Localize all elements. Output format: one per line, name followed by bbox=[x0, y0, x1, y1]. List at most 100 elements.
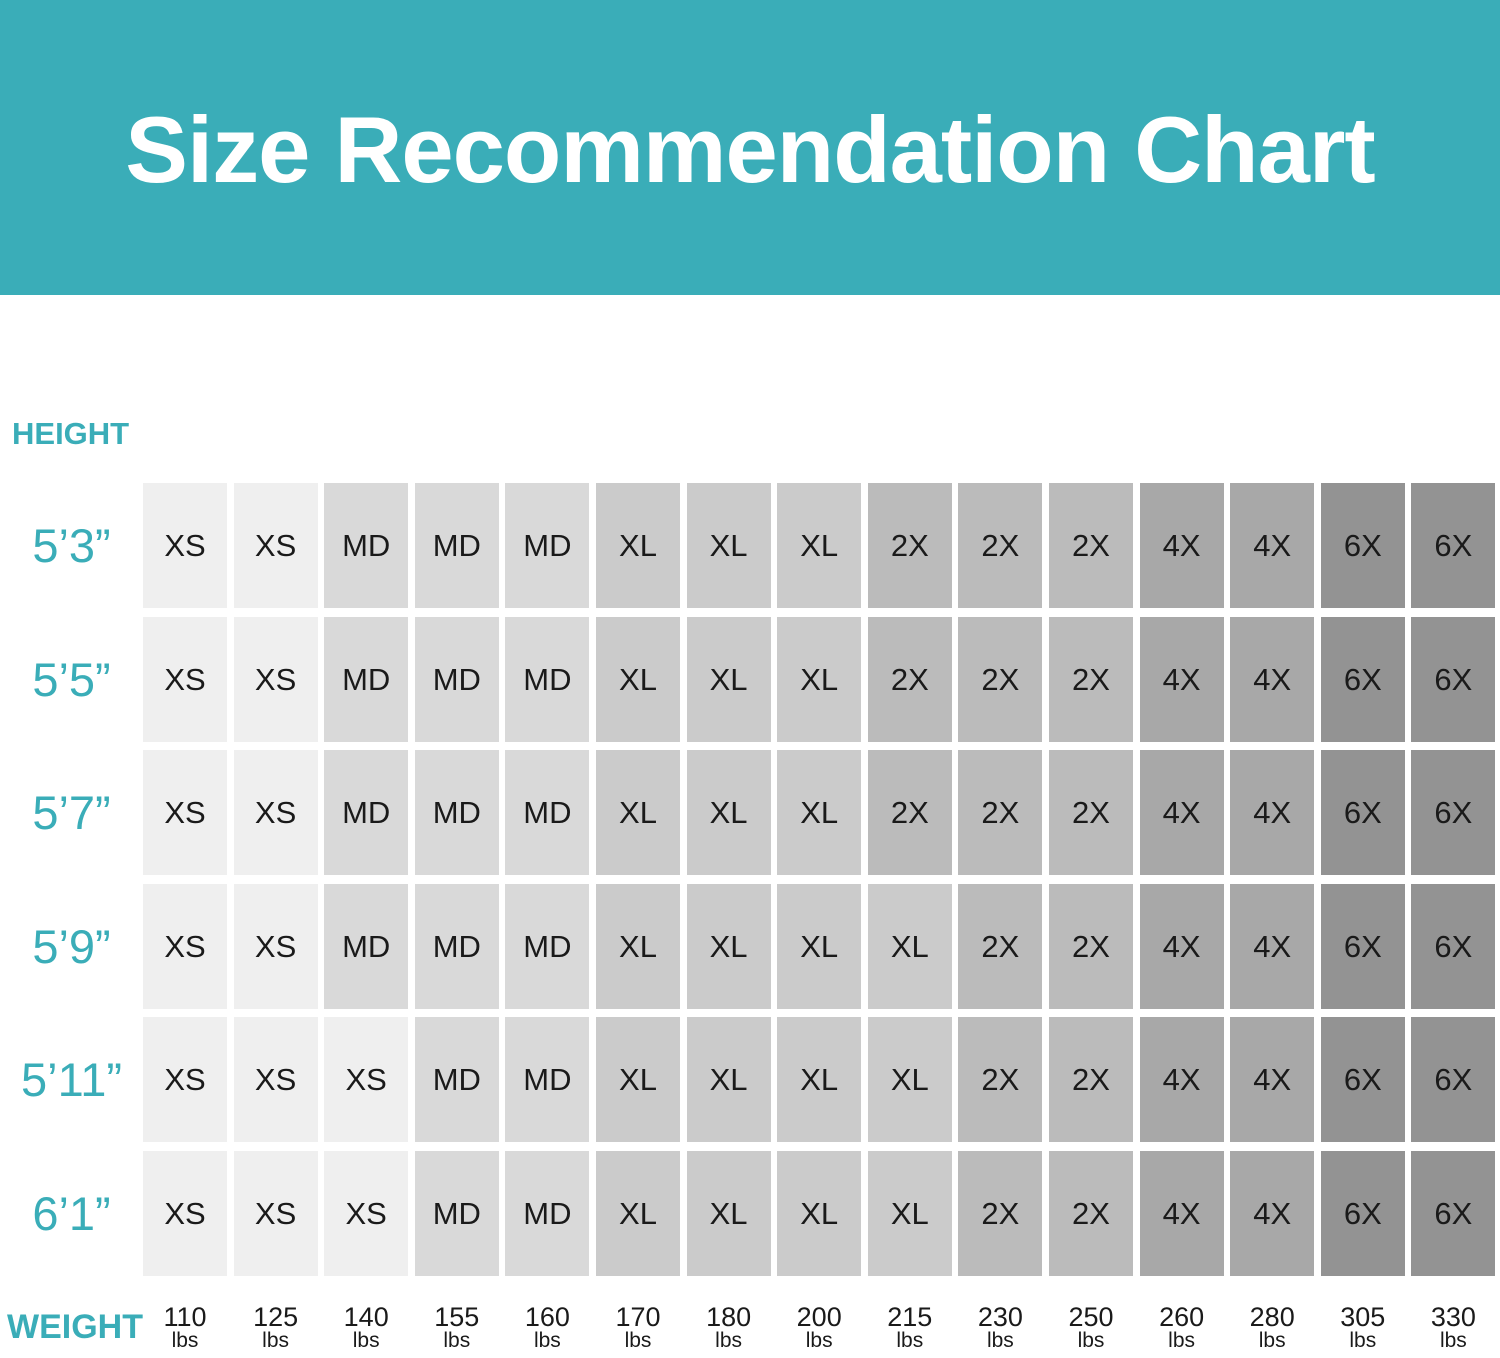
height-label: 5’5” bbox=[32, 652, 111, 706]
size-cell: MD bbox=[505, 483, 590, 608]
size-cell: MD bbox=[414, 616, 499, 742]
size-cell: MD bbox=[505, 750, 590, 875]
size-cell: XS bbox=[233, 1017, 318, 1142]
size-cell: MD bbox=[414, 483, 499, 608]
weight-value: 170 bbox=[615, 1302, 661, 1332]
weight-unit: lbs bbox=[1168, 1329, 1196, 1352]
title-banner: Size Recommendation Chart bbox=[0, 0, 1500, 295]
size-cell: XS bbox=[143, 1017, 227, 1142]
weight-tick-label: 155 lbs bbox=[412, 1303, 502, 1351]
size-cell: 6X bbox=[1320, 750, 1405, 875]
weight-value: 260 bbox=[1159, 1302, 1205, 1332]
weight-unit: lbs bbox=[262, 1329, 290, 1352]
size-cell: 2X bbox=[867, 750, 952, 875]
weight-tick-label: 180 lbs bbox=[684, 1303, 774, 1351]
size-cell: MD bbox=[324, 483, 409, 608]
size-cell: XL bbox=[777, 616, 862, 742]
size-cell: XS bbox=[233, 1150, 318, 1276]
size-cell: XS bbox=[324, 1150, 409, 1276]
size-cell: MD bbox=[414, 1017, 499, 1142]
chart-title: Size Recommendation Chart bbox=[125, 97, 1375, 202]
size-cell: 2X bbox=[958, 750, 1043, 875]
weight-tick-label: 140 lbs bbox=[321, 1303, 411, 1351]
weight-value: 155 bbox=[434, 1302, 480, 1332]
weight-unit: lbs bbox=[624, 1329, 652, 1352]
weight-value: 200 bbox=[796, 1302, 842, 1332]
size-cell: 2X bbox=[867, 616, 952, 742]
size-cell: 2X bbox=[958, 483, 1043, 608]
size-cell: XL bbox=[686, 483, 771, 608]
weight-tick-label: 160 lbs bbox=[502, 1303, 592, 1351]
size-cell: XS bbox=[143, 616, 227, 742]
size-cell: XL bbox=[777, 750, 862, 875]
weight-unit: lbs bbox=[1077, 1329, 1105, 1352]
weight-unit: lbs bbox=[352, 1329, 380, 1352]
weight-unit: lbs bbox=[715, 1329, 743, 1352]
size-cell: MD bbox=[505, 1150, 590, 1276]
size-cell: 4X bbox=[1139, 616, 1224, 742]
size-cell: 4X bbox=[1230, 483, 1315, 608]
weight-tick-label: 230 lbs bbox=[955, 1303, 1045, 1351]
weight-value: 280 bbox=[1249, 1302, 1295, 1332]
size-cell: 2X bbox=[867, 483, 952, 608]
weight-unit: lbs bbox=[1258, 1329, 1286, 1352]
size-cell: XS bbox=[233, 883, 318, 1009]
height-axis-label: HEIGHT bbox=[12, 416, 130, 451]
size-cell: XL bbox=[867, 1150, 952, 1276]
size-cell: 6X bbox=[1411, 1150, 1496, 1276]
size-cell: XL bbox=[686, 883, 771, 1009]
size-cell: MD bbox=[505, 616, 590, 742]
weight-tick-label: 305 lbs bbox=[1318, 1303, 1408, 1351]
weight-value: 330 bbox=[1430, 1302, 1476, 1332]
size-cell: XS bbox=[143, 483, 227, 608]
size-cell: XS bbox=[143, 750, 227, 875]
weight-value: 125 bbox=[253, 1302, 299, 1332]
weight-unit: lbs bbox=[896, 1329, 924, 1352]
weight-unit: lbs bbox=[986, 1329, 1014, 1352]
weight-axis-label: WEIGHT bbox=[7, 1308, 143, 1346]
size-cell: 2X bbox=[1049, 1150, 1133, 1276]
size-cell: 4X bbox=[1230, 750, 1315, 875]
size-cell: 2X bbox=[958, 1150, 1043, 1276]
size-cell: XL bbox=[777, 483, 862, 608]
size-cell: 2X bbox=[958, 883, 1043, 1009]
size-cell: 4X bbox=[1230, 1150, 1315, 1276]
size-cell: XL bbox=[596, 616, 680, 742]
weight-unit: lbs bbox=[805, 1329, 833, 1352]
weight-tick-label: 110 lbs bbox=[140, 1303, 230, 1351]
size-cell: 6X bbox=[1320, 1017, 1405, 1142]
weight-tick-label: 250 lbs bbox=[1046, 1303, 1136, 1351]
height-label: 5’7” bbox=[32, 786, 111, 839]
height-label: 5’3” bbox=[32, 519, 111, 572]
size-cell: 6X bbox=[1411, 1017, 1496, 1142]
weight-tick-label: 280 lbs bbox=[1227, 1303, 1317, 1351]
size-cell: XL bbox=[686, 750, 771, 875]
size-cell: 6X bbox=[1411, 750, 1496, 875]
size-cell: XS bbox=[233, 483, 318, 608]
size-cell: XL bbox=[596, 483, 680, 608]
size-cell: XL bbox=[867, 883, 952, 1009]
size-cell: 4X bbox=[1139, 750, 1224, 875]
size-cell: MD bbox=[414, 750, 499, 875]
size-cell: XL bbox=[596, 750, 680, 875]
weight-tick-label: 170 lbs bbox=[593, 1303, 683, 1351]
weight-value: 230 bbox=[977, 1302, 1023, 1332]
size-cell: 4X bbox=[1139, 883, 1224, 1009]
weight-value: 215 bbox=[887, 1302, 933, 1332]
size-cell: 6X bbox=[1320, 616, 1405, 742]
size-cell: XL bbox=[777, 1017, 862, 1142]
size-cell: XS bbox=[233, 750, 318, 875]
weight-tick-label: 125 lbs bbox=[231, 1303, 321, 1351]
size-cell: XS bbox=[143, 1150, 227, 1276]
weight-tick-label: 200 lbs bbox=[774, 1303, 864, 1351]
weight-unit: lbs bbox=[443, 1329, 471, 1352]
size-cell: MD bbox=[324, 883, 409, 1009]
size-cell: XS bbox=[233, 616, 318, 742]
weight-value: 250 bbox=[1068, 1302, 1114, 1332]
size-cell: XL bbox=[867, 1017, 952, 1142]
size-cell: MD bbox=[414, 883, 499, 1009]
size-cell: 4X bbox=[1230, 1017, 1315, 1142]
size-cell: 6X bbox=[1411, 483, 1496, 608]
size-cell: 2X bbox=[1049, 616, 1133, 742]
weight-value: 140 bbox=[343, 1302, 389, 1332]
